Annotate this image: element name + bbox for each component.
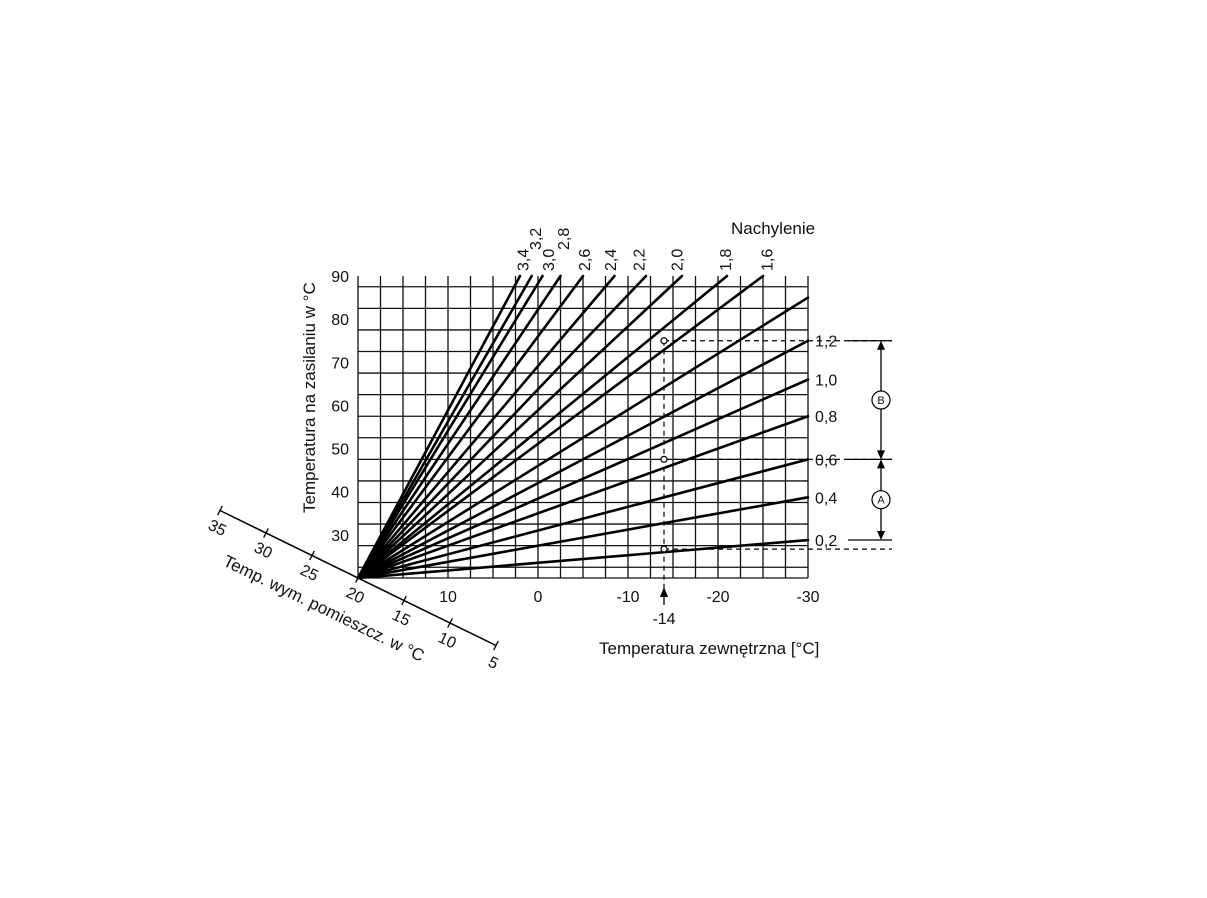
y-tick-label: 60 <box>331 398 349 415</box>
slope-label-top: 2,4 <box>603 249 620 271</box>
heating-curve-0-6 <box>356 458 810 580</box>
slope-label-right: 0,4 <box>815 490 837 507</box>
heating-curve-0-2 <box>356 538 810 580</box>
heating-curve-3-4 <box>356 274 522 580</box>
x-axis-title: Temperatura zewnętrzna [°C] <box>599 639 819 658</box>
slope-label-top: 2,6 <box>577 249 594 271</box>
heating-curve-2-8 <box>356 274 562 580</box>
slope-label-right: 0,2 <box>815 533 837 550</box>
slope-header: Nachylenie <box>731 219 815 238</box>
slope-label-right: 1,0 <box>815 373 837 390</box>
room-tick-label: 35 <box>205 517 229 540</box>
slope-label-top: 3,2 <box>528 228 545 250</box>
room-axis-tick <box>493 640 499 651</box>
x-tick-label: -20 <box>706 589 729 606</box>
room-tick-label: 10 <box>435 629 459 652</box>
heating-curve-1-8 <box>356 274 729 580</box>
reference-markers: -14 <box>652 337 892 628</box>
room-tick-label: 25 <box>297 562 321 585</box>
heating-curve-2-4 <box>356 274 616 580</box>
heating-curve-3-0 <box>356 274 544 580</box>
heating-curve-0-8 <box>356 414 810 580</box>
slope-label-right: 1,2 <box>815 334 837 351</box>
bracket-b-circle <box>871 390 891 410</box>
x-tick-label: -30 <box>796 589 819 606</box>
heating-curves <box>356 274 810 580</box>
y-tick-label: 80 <box>331 312 349 329</box>
heating-curve-1-4 <box>356 296 810 580</box>
range-brackets: BA <box>848 340 892 541</box>
y-tick-label: 90 <box>331 269 349 286</box>
room-axis-tick <box>355 573 361 583</box>
slope-label-top: 2,0 <box>670 249 687 271</box>
bracket-b-arrow-head-up <box>877 340 885 350</box>
heating-curve-0-4 <box>356 496 810 580</box>
slope-label-top: 2,8 <box>556 228 573 250</box>
y-axis-title: Temperatura na zasilaniu w °C <box>300 282 319 513</box>
slope-label-right: 0,8 <box>815 409 837 426</box>
heating-curve-3-2 <box>356 274 534 580</box>
x-tick-label: -10 <box>616 589 639 606</box>
y-tick-label: 40 <box>331 485 349 502</box>
bracket-a-label: A <box>877 495 885 507</box>
bracket-b-label: B <box>877 395 884 407</box>
bracket-b-arrow-head-down <box>877 450 885 460</box>
bracket-a-circle <box>871 490 891 510</box>
slope-label-top: 1,6 <box>760 249 777 271</box>
reference-point <box>660 545 668 553</box>
heating-curve-2-0 <box>356 274 684 580</box>
reference-point <box>660 337 668 345</box>
slope-label-top: 3,0 <box>541 249 558 271</box>
slope-label-right: 0,6 <box>815 452 837 469</box>
room-axis-tick <box>401 595 407 606</box>
slope-label-top: 3,4 <box>516 249 533 271</box>
x-tick-label: 10 <box>439 589 457 606</box>
bracket-a-arrow-head-down <box>877 531 885 541</box>
bracket-a-arrow-head-up <box>877 459 885 469</box>
heating-curve-1-0 <box>356 378 810 580</box>
reference-x-label: -14 <box>652 611 675 628</box>
reference-point <box>660 455 668 463</box>
y-tick-label: 50 <box>331 442 349 459</box>
heating-curve-1-6 <box>356 274 765 580</box>
heating-curve-1-2 <box>356 339 810 580</box>
room-axis-tick <box>309 550 315 561</box>
room-tick-label: 20 <box>343 584 367 607</box>
reference-arrow-head <box>660 587 668 597</box>
slope-label-top: 2,2 <box>632 249 649 271</box>
slope-label-top: 1,8 <box>718 249 735 271</box>
chart-grid <box>357 276 809 579</box>
room-axis-tick <box>447 618 453 628</box>
room-axis-tick <box>217 505 223 516</box>
room-tick-label: 30 <box>251 539 275 562</box>
y-tick-label: 30 <box>331 528 349 545</box>
room-tick-label: 5 <box>485 654 501 673</box>
room-tick-label: 15 <box>389 607 413 630</box>
x-tick-label: 0 <box>534 589 543 606</box>
room-axis-tick <box>263 528 269 538</box>
heating-curve-2-2 <box>356 274 648 580</box>
heating-curve-2-6 <box>356 274 585 580</box>
y-tick-label: 70 <box>331 355 349 372</box>
